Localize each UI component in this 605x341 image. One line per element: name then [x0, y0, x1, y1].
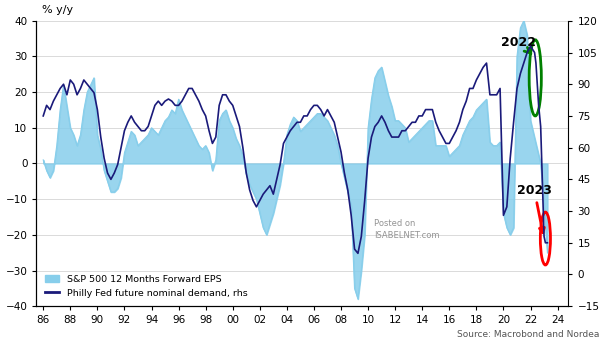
Text: Source: Macrobond and Nordea: Source: Macrobond and Nordea	[457, 330, 599, 339]
Text: Posted on
ISABELNET.com: Posted on ISABELNET.com	[374, 219, 440, 239]
Legend: S&P 500 12 Months Forward EPS, Philly Fed future nominal demand, rhs: S&P 500 12 Months Forward EPS, Philly Fe…	[41, 271, 251, 301]
Text: 2023: 2023	[517, 184, 552, 233]
Text: 2022: 2022	[501, 36, 536, 54]
Text: % y/y: % y/y	[42, 5, 73, 15]
